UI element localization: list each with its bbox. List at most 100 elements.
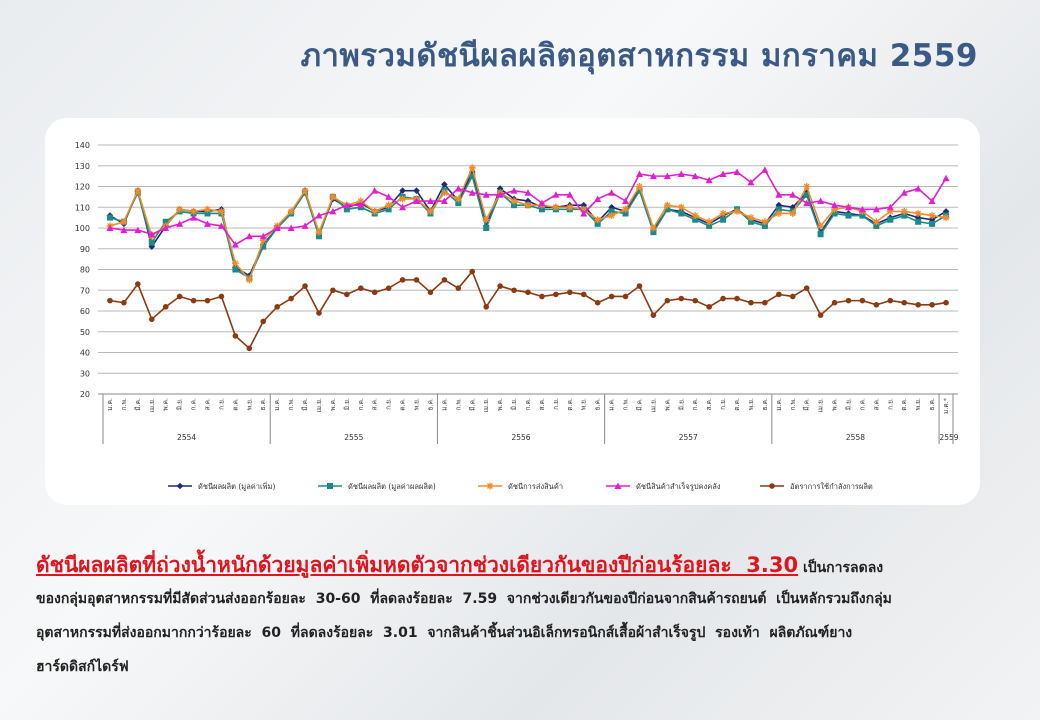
marker — [915, 301, 921, 308]
marker — [706, 304, 712, 310]
marker — [524, 197, 532, 205]
legend-label: อัตราการใช้กำลังการผลิต — [790, 482, 873, 491]
marker — [413, 187, 420, 194]
marker — [385, 201, 393, 209]
marker — [246, 345, 253, 352]
marker — [496, 191, 504, 198]
marker — [775, 206, 782, 213]
marker — [845, 297, 852, 304]
marker — [873, 222, 880, 229]
marker — [287, 224, 295, 231]
year-label: 2554 — [177, 433, 196, 442]
marker — [650, 229, 657, 236]
marker — [817, 312, 824, 318]
x-tick-label: ต.ค. — [733, 398, 741, 411]
marker — [315, 212, 323, 219]
marker — [552, 191, 560, 198]
legend-label: ดัชนีผลผลิต (มูลค่าผลผลิต) — [348, 482, 436, 491]
marker — [204, 297, 211, 304]
marker — [859, 212, 866, 219]
x-tick-label: ต.ค. — [399, 398, 407, 411]
marker — [747, 214, 755, 222]
marker — [914, 214, 922, 221]
marker — [440, 197, 448, 205]
marker — [371, 289, 378, 296]
marker — [831, 205, 839, 213]
x-tick-label: มี.ค. — [803, 398, 811, 411]
marker — [232, 333, 239, 339]
x-tick-label: มิ.ย. — [677, 398, 685, 410]
x-tick-label: ก.ย. — [385, 398, 393, 410]
marker — [204, 205, 212, 213]
x-tick-label: ส.ค. — [204, 398, 212, 410]
x-tick-label: ก.พ. — [287, 398, 295, 410]
summary: ดัชนีผลผลิตที่ถ่วงน้ำหนักด้วยมูลค่าเพิ่ม… — [36, 548, 1036, 684]
marker — [259, 236, 267, 244]
marker — [426, 197, 434, 205]
marker — [329, 207, 337, 215]
marker — [327, 483, 333, 489]
x-tick-label: มี.ค. — [635, 398, 643, 411]
marker — [887, 216, 894, 223]
legend-label: ดัชนีการส่งสินค้า — [508, 482, 563, 491]
marker — [245, 276, 253, 284]
marker — [106, 214, 113, 221]
marker — [273, 224, 281, 231]
x-tick-label: พ.ย. — [747, 398, 755, 410]
marker — [678, 295, 685, 302]
x-tick-label: ก.พ. — [789, 398, 797, 410]
marker — [399, 195, 407, 203]
marker — [831, 299, 838, 306]
marker — [148, 243, 156, 250]
marker — [872, 218, 880, 226]
marker — [762, 299, 768, 306]
marker — [107, 297, 113, 304]
y-tick-label: 80 — [80, 266, 90, 275]
marker — [385, 206, 392, 213]
x-tick-label: มิ.ย. — [176, 398, 184, 410]
x-tick-label: ก.ย. — [552, 398, 560, 410]
x-tick-label: พ.ย. — [914, 398, 922, 410]
marker — [190, 297, 197, 304]
marker — [733, 207, 741, 215]
marker — [121, 299, 127, 306]
x-tick-label: ต.ค. — [566, 398, 574, 411]
marker — [120, 218, 128, 226]
marker — [677, 203, 685, 211]
marker — [594, 195, 602, 202]
marker — [761, 166, 769, 173]
summary-line: อุตสาหกรรมที่ส่งออกมากกว่าร้อยละ 60 ที่ล… — [36, 625, 853, 641]
x-tick-label: พ.ค. — [162, 398, 170, 411]
marker — [817, 231, 824, 238]
y-tick-label: 140 — [75, 141, 90, 150]
marker — [900, 207, 908, 215]
marker — [720, 216, 727, 223]
marker — [914, 185, 922, 192]
marker — [720, 295, 726, 302]
marker — [649, 224, 657, 232]
marker — [719, 170, 727, 178]
marker — [719, 209, 727, 217]
marker — [468, 189, 476, 196]
marker — [614, 482, 622, 489]
marker — [329, 193, 337, 201]
marker — [343, 206, 350, 213]
marker — [873, 301, 880, 308]
marker — [162, 304, 169, 310]
marker — [664, 206, 671, 213]
marker — [705, 218, 713, 226]
marker — [678, 210, 685, 217]
x-tick-label: ก.ค. — [691, 398, 699, 410]
marker — [929, 220, 936, 227]
marker — [148, 230, 156, 238]
marker — [705, 176, 713, 184]
marker — [636, 283, 643, 289]
marker — [900, 189, 908, 196]
marker — [635, 170, 643, 178]
marker — [622, 210, 629, 217]
marker — [497, 283, 503, 289]
marker — [343, 201, 351, 209]
marker — [761, 218, 769, 226]
marker — [455, 285, 462, 291]
